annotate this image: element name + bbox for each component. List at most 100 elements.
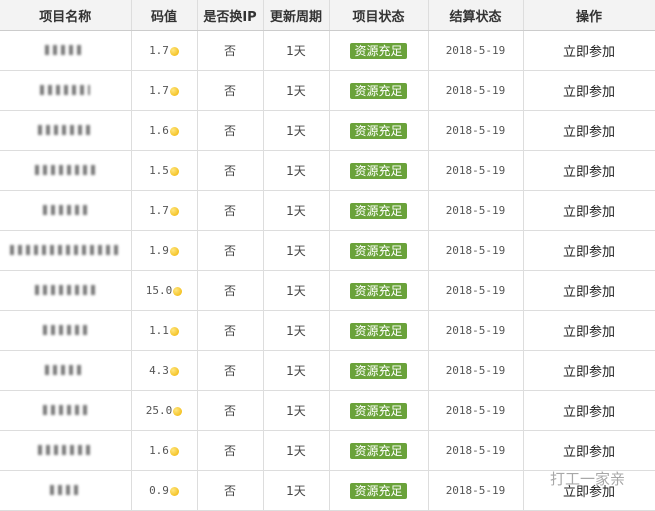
join-now-link[interactable]: 立即参加	[562, 125, 615, 140]
project-status: 资源充足	[329, 270, 429, 311]
project-name-blurred	[0, 230, 132, 271]
coin-icon	[169, 206, 179, 216]
project-status: 资源充足	[329, 110, 429, 151]
project-name-blurred	[0, 30, 132, 71]
coin-icon	[169, 446, 179, 456]
coin-icon	[169, 326, 179, 336]
update-cycle: 1天	[263, 30, 330, 71]
code-value: 1.1	[131, 310, 198, 351]
settle-status: 2018-5-19	[428, 150, 524, 191]
status-badge: 资源充足	[350, 243, 407, 259]
code-value: 1.6	[131, 110, 198, 151]
status-badge: 资源充足	[350, 83, 407, 99]
project-status: 资源充足	[329, 70, 429, 111]
change-ip: 否	[197, 110, 264, 151]
join-now-link[interactable]: 立即参加	[562, 445, 615, 460]
change-ip: 否	[197, 190, 264, 231]
action-cell: 立即参加	[523, 390, 655, 431]
code-value: 1.7	[131, 70, 198, 111]
project-name-blurred	[0, 310, 132, 351]
action-cell: 立即参加	[523, 430, 655, 471]
join-now-link[interactable]: 立即参加	[562, 45, 615, 60]
project-name-blurred	[0, 270, 132, 311]
column-header: 项目状态	[329, 0, 429, 31]
watermark: 打工一家亲	[549, 470, 625, 488]
table-row: 1.7 否 1天 资源充足 2018-5-19 立即参加	[0, 190, 655, 231]
action-cell: 立即参加	[523, 230, 655, 271]
action-cell: 立即参加	[523, 110, 655, 151]
join-now-link[interactable]: 立即参加	[562, 485, 615, 500]
settle-status: 2018-5-19	[428, 190, 524, 231]
status-badge: 资源充足	[350, 323, 407, 339]
join-now-link[interactable]: 立即参加	[562, 405, 615, 420]
join-now-link[interactable]: 立即参加	[562, 365, 615, 380]
column-header: 码值	[131, 0, 198, 31]
action-cell: 立即参加	[523, 470, 655, 511]
column-header: 项目名称	[0, 0, 132, 31]
status-badge: 资源充足	[350, 123, 407, 139]
change-ip: 否	[197, 70, 264, 111]
update-cycle: 1天	[263, 270, 330, 311]
table-row: 4.3 否 1天 资源充足 2018-5-19 立即参加	[0, 350, 655, 391]
coin-icon	[169, 486, 179, 496]
update-cycle: 1天	[263, 70, 330, 111]
change-ip: 否	[197, 390, 264, 431]
project-name-blurred	[0, 430, 132, 471]
table-row: 1.1 否 1天 资源充足 2018-5-19 立即参加	[0, 310, 655, 351]
table-row: 1.7 否 1天 资源充足 2018-5-19 立即参加	[0, 30, 655, 71]
table-row: 1.6 否 1天 资源充足 2018-5-19 立即参加	[0, 430, 655, 471]
action-cell: 立即参加	[523, 270, 655, 311]
join-now-link[interactable]: 立即参加	[562, 285, 615, 300]
join-now-link[interactable]: 立即参加	[562, 165, 615, 180]
change-ip: 否	[197, 350, 264, 391]
change-ip: 否	[197, 230, 264, 271]
project-name-blurred	[0, 350, 132, 391]
update-cycle: 1天	[263, 190, 330, 231]
project-name-blurred	[0, 470, 132, 511]
action-cell: 立即参加	[523, 190, 655, 231]
settle-status: 2018-5-19	[428, 230, 524, 271]
project-name-blurred	[0, 70, 132, 111]
settle-status: 2018-5-19	[428, 310, 524, 351]
status-badge: 资源充足	[350, 283, 407, 299]
join-now-link[interactable]: 立即参加	[562, 245, 615, 260]
status-badge: 资源充足	[350, 43, 407, 59]
code-value: 15.0	[131, 270, 198, 311]
project-status: 资源充足	[329, 310, 429, 351]
code-value: 1.7	[131, 190, 198, 231]
action-cell: 立即参加	[523, 350, 655, 391]
table-row: 1.6 否 1天 资源充足 2018-5-19 立即参加	[0, 110, 655, 151]
settle-status: 2018-5-19	[428, 70, 524, 111]
code-value: 1.6	[131, 430, 198, 471]
code-value: 4.3	[131, 350, 198, 391]
column-header: 操作	[523, 0, 655, 31]
settle-status: 2018-5-19	[428, 470, 524, 511]
update-cycle: 1天	[263, 110, 330, 151]
change-ip: 否	[197, 470, 264, 511]
code-value: 25.0	[131, 390, 198, 431]
status-badge: 资源充足	[350, 203, 407, 219]
join-now-link[interactable]: 立即参加	[562, 85, 615, 100]
settle-status: 2018-5-19	[428, 110, 524, 151]
update-cycle: 1天	[263, 390, 330, 431]
join-now-link[interactable]: 立即参加	[562, 205, 615, 220]
change-ip: 否	[197, 150, 264, 191]
settle-status: 2018-5-19	[428, 30, 524, 71]
join-now-link[interactable]: 立即参加	[562, 325, 615, 340]
column-header: 是否换IP	[197, 0, 264, 31]
code-value: 1.7	[131, 30, 198, 71]
project-name-blurred	[0, 110, 132, 151]
table-row: 1.7 否 1天 资源充足 2018-5-19 立即参加	[0, 70, 655, 111]
project-status: 资源充足	[329, 30, 429, 71]
code-value: 1.5	[131, 150, 198, 191]
project-name-blurred	[0, 150, 132, 191]
coin-icon	[173, 406, 183, 416]
status-badge: 资源充足	[350, 363, 407, 379]
update-cycle: 1天	[263, 310, 330, 351]
table-row: 0.9 否 1天 资源充足 2018-5-19 立即参加	[0, 470, 655, 511]
table-row: 25.0 否 1天 资源充足 2018-5-19 立即参加	[0, 390, 655, 431]
project-name-blurred	[0, 390, 132, 431]
code-value: 1.9	[131, 230, 198, 271]
status-badge: 资源充足	[350, 443, 407, 459]
settle-status: 2018-5-19	[428, 390, 524, 431]
